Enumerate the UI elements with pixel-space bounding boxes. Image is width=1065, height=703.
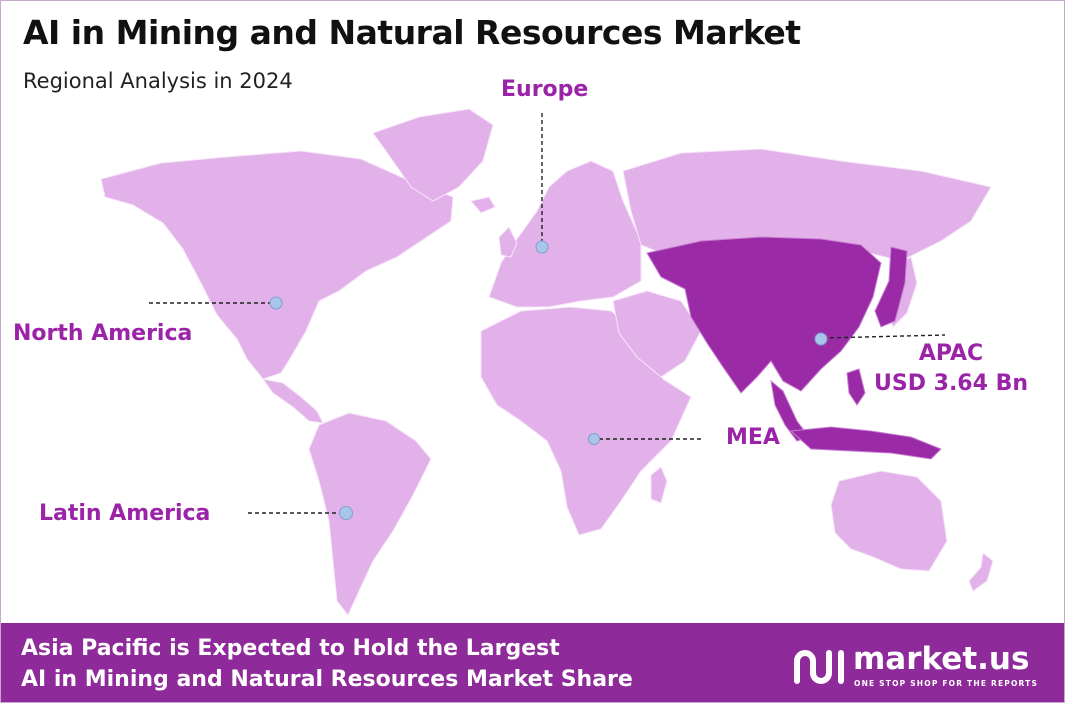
north-america-label: North America: [13, 321, 193, 346]
footer-banner: Asia Pacific is Expected to Hold the Lar…: [1, 623, 1064, 702]
mea-marker: [588, 433, 600, 445]
europe-label: Europe: [501, 77, 589, 102]
apac-region-name: APAC: [918, 341, 984, 366]
greenland-land: [372, 108, 494, 202]
page-subtitle: Regional Analysis in 2024: [23, 69, 293, 93]
uk-land: [498, 226, 518, 258]
footer-text: Asia Pacific is Expected to Hold the Lar…: [21, 633, 633, 695]
apac-leader: [822, 334, 946, 339]
page-title: AI in Mining and Natural Resources Marke…: [23, 13, 801, 52]
south-america-land: [308, 412, 432, 616]
market-us-logo[interactable]: market.us ONE STOP SHOP FOR THE REPORTS: [791, 641, 1041, 691]
logo-name: market.us: [853, 641, 1030, 677]
central-america-land: [261, 378, 324, 424]
new-zealand-land: [968, 552, 994, 592]
north-america-marker: [269, 296, 283, 310]
market-us-logo-icon: [794, 650, 844, 684]
world-map: [100, 108, 994, 616]
footer-line-1: Asia Pacific is Expected to Hold the Lar…: [21, 636, 560, 661]
apac-marker: [814, 332, 828, 346]
mea-label: MEA: [726, 425, 780, 450]
apac-market-value: USD 3.64 Bn: [874, 371, 1028, 396]
apac-islands-1: [789, 426, 942, 460]
apac-label: APAC USD 3.64 Bn: [871, 339, 1031, 399]
europe-land: [488, 160, 642, 308]
logo-tagline: ONE STOP SHOP FOR THE REPORTS: [854, 679, 1039, 688]
australia-land: [830, 470, 948, 572]
apac-land: [646, 236, 942, 460]
footer-line-2: AI in Mining and Natural Resources Marke…: [21, 667, 633, 692]
region-markers: [269, 240, 828, 520]
land-masses: [100, 108, 994, 616]
latin-america-label: Latin America: [39, 501, 211, 526]
north-america-land: [100, 150, 454, 380]
madagascar-land: [650, 466, 668, 504]
middle-east-land: [612, 290, 702, 378]
africa-land: [480, 306, 692, 536]
apac-islands-3: [874, 246, 908, 328]
leader-lines: [149, 113, 946, 514]
iceland-land: [470, 196, 496, 214]
apac-mainland: [646, 236, 882, 394]
latin-america-marker: [339, 506, 353, 520]
europe-marker: [535, 240, 549, 254]
apac-islands-2: [846, 368, 866, 406]
